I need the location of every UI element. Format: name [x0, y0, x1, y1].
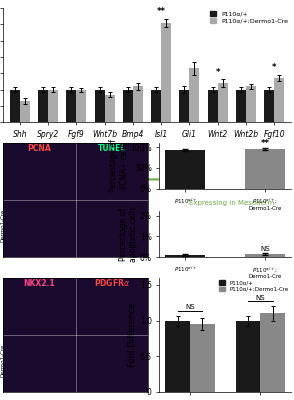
Text: $P110^{\alpha/+}$: $P110^{\alpha/+}$ [0, 290, 1, 316]
Y-axis label: Fold Difference: Fold Difference [128, 303, 137, 367]
Legend: P110α/+, P110α/+;Dermo1-Cre: P110α/+, P110α/+;Dermo1-Cre [219, 280, 288, 292]
Bar [66, 90, 76, 122]
Bar [236, 90, 246, 122]
Bar [245, 149, 285, 188]
Text: NS: NS [185, 304, 195, 310]
Bar [48, 90, 58, 122]
Text: **: ** [261, 139, 270, 148]
Bar [95, 90, 105, 122]
Legend: P110α/+, P110α/+;Dermo1-Cre: P110α/+, P110α/+;Dermo1-Cre [210, 11, 288, 24]
Text: **: ** [157, 7, 166, 16]
Text: Expressing in Mesoderm: Expressing in Mesoderm [189, 200, 274, 206]
Text: $P110^{\alpha/+};$
Dermo1-Cre: $P110^{\alpha/+};$ Dermo1-Cre [0, 343, 6, 377]
Text: *: * [216, 68, 220, 76]
Bar [133, 86, 143, 122]
Y-axis label: Percentage of
apoptotic cells: Percentage of apoptotic cells [119, 206, 138, 262]
Bar [190, 324, 215, 392]
Bar [189, 68, 199, 122]
Bar [123, 90, 133, 122]
Text: Expressing in Endoderm: Expressing in Endoderm [31, 200, 116, 206]
Bar [245, 254, 285, 257]
Text: PCNA: PCNA [27, 144, 51, 153]
Text: TUNEL: TUNEL [98, 144, 126, 153]
Bar [166, 320, 190, 392]
Bar [20, 101, 30, 122]
Bar [166, 255, 205, 257]
Text: NS: NS [260, 246, 270, 252]
Text: NKX2.1: NKX2.1 [24, 279, 55, 288]
Bar [151, 90, 161, 122]
Bar [179, 90, 189, 122]
Bar [76, 90, 86, 122]
Bar [10, 90, 20, 122]
Bar [105, 94, 115, 122]
Bar [264, 90, 274, 122]
Bar [260, 314, 285, 392]
Y-axis label: Percentage of
PCNA+ cells: Percentage of PCNA+ cells [109, 139, 129, 192]
Text: PDGFR$\alpha$: PDGFR$\alpha$ [94, 277, 130, 288]
Text: $P110^{\alpha/+};$
Dermo1-Cre: $P110^{\alpha/+};$ Dermo1-Cre [0, 208, 6, 242]
Text: NS: NS [256, 294, 265, 300]
Bar [218, 83, 228, 122]
Bar [166, 150, 205, 188]
Text: *: * [272, 63, 276, 72]
Bar [274, 78, 284, 122]
Text: $P110^{\alpha/+}$: $P110^{\alpha/+}$ [0, 155, 1, 181]
Bar [161, 23, 171, 122]
Bar [208, 90, 218, 122]
Bar [246, 86, 256, 122]
Bar [38, 90, 48, 122]
Bar [236, 320, 260, 392]
